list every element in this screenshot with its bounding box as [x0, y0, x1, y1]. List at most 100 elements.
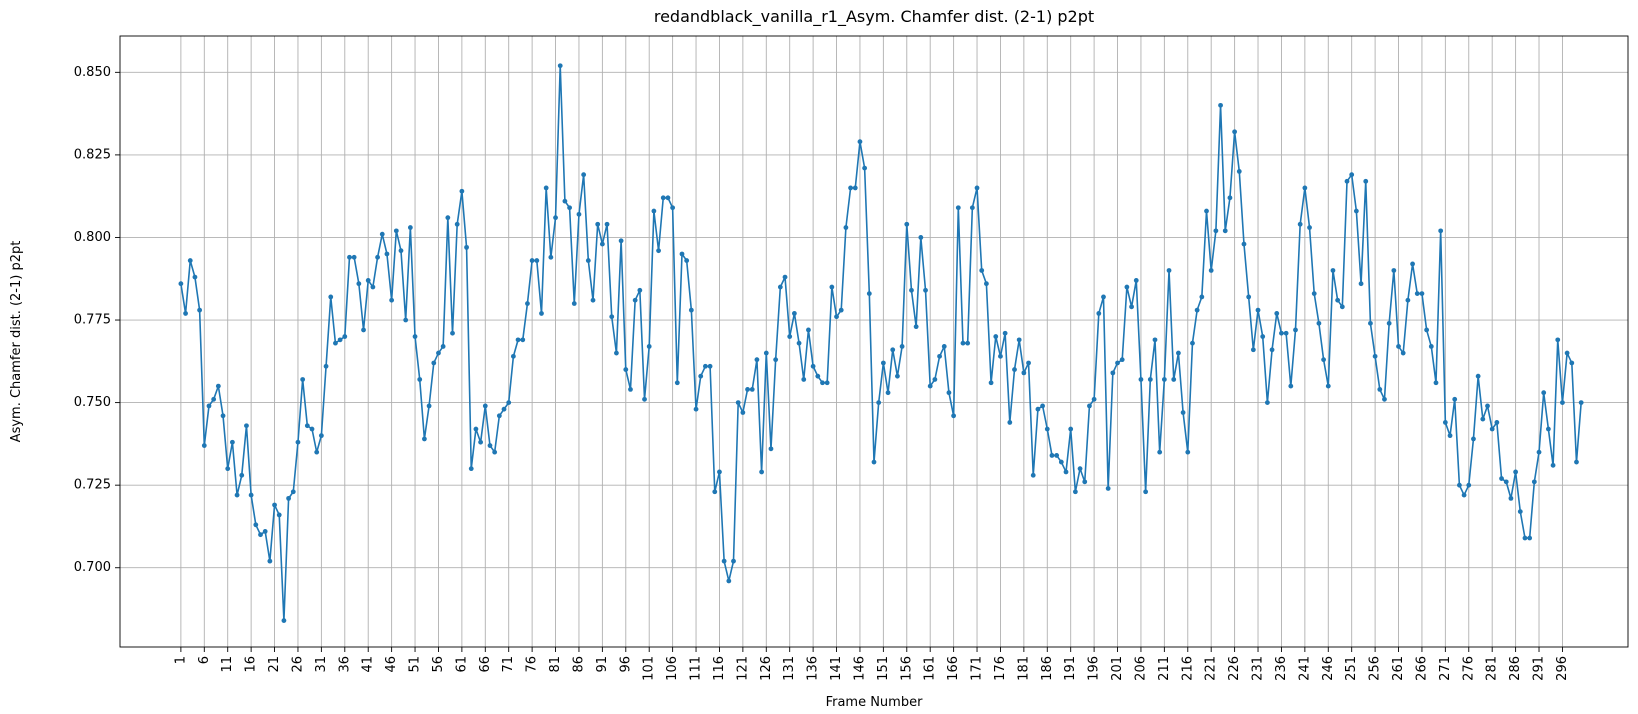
data-point: [206, 403, 212, 409]
data-point: [810, 363, 816, 369]
x-tick-label: 266: [1414, 656, 1429, 681]
data-point: [796, 340, 802, 346]
data-point: [637, 287, 643, 293]
data-point: [1110, 370, 1116, 376]
data-point: [1339, 304, 1345, 310]
x-tick-label: 246: [1321, 656, 1336, 681]
data-point: [1494, 420, 1500, 425]
data-point: [768, 446, 774, 452]
data-point: [1466, 482, 1472, 488]
x-tick-label: 231: [1251, 656, 1266, 681]
data-point: [398, 248, 404, 254]
data-point: [1485, 403, 1490, 409]
data-point: [1480, 416, 1486, 422]
data-point: [1293, 327, 1298, 333]
data-point: [342, 334, 348, 339]
data-point: [1077, 466, 1083, 472]
data-point: [1377, 386, 1383, 392]
x-tick-label: 81: [548, 656, 563, 673]
data-point: [492, 449, 498, 455]
x-tick-label: 36: [337, 656, 352, 673]
data-point: [679, 251, 685, 257]
data-point: [1424, 327, 1430, 333]
data-point: [468, 466, 474, 472]
x-tick-label: 31: [314, 656, 329, 673]
data-point: [1161, 377, 1167, 382]
data-point: [276, 512, 282, 518]
x-tick-label: 76: [525, 656, 540, 673]
data-point: [1316, 320, 1322, 326]
data-point: [965, 340, 971, 346]
data-point: [501, 406, 507, 412]
data-point: [599, 241, 605, 247]
data-point: [351, 254, 357, 260]
data-point: [1513, 469, 1518, 475]
data-point: [1138, 377, 1144, 382]
x-tick-label: 141: [829, 656, 844, 681]
data-point: [759, 469, 764, 475]
plot-frame: [119, 35, 1629, 648]
data-point: [1232, 129, 1238, 135]
data-point: [1274, 311, 1280, 316]
x-tick-label: 276: [1461, 656, 1476, 681]
data-point: [1428, 344, 1434, 349]
data-point: [183, 311, 188, 316]
data-point: [323, 363, 329, 369]
data-point: [525, 301, 530, 306]
data-point: [1527, 535, 1533, 541]
data-point: [1250, 347, 1256, 353]
data-point: [543, 185, 549, 191]
data-point: [614, 350, 619, 356]
data-point: [656, 248, 661, 254]
x-tick-label: 11: [220, 656, 235, 673]
data-point: [1335, 297, 1341, 303]
y-tick-label: 0.800: [74, 230, 111, 245]
x-tick-label: 56: [431, 656, 446, 673]
data-point: [1012, 367, 1017, 372]
data-point: [1180, 410, 1186, 415]
x-tick-label: 131: [782, 656, 797, 681]
data-point: [937, 353, 942, 359]
data-point: [1414, 291, 1420, 297]
data-point: [272, 502, 277, 508]
data-point: [1353, 208, 1359, 214]
data-point: [1560, 400, 1565, 405]
data-point: [1044, 426, 1050, 432]
data-point: [909, 287, 914, 293]
data-point: [829, 284, 835, 290]
data-point: [1096, 311, 1102, 316]
data-point: [576, 211, 582, 217]
data-point: [1241, 241, 1247, 247]
data-point: [749, 386, 755, 392]
data-point: [1447, 433, 1453, 439]
data-point: [431, 360, 437, 366]
data-point: [459, 188, 465, 194]
data-point: [651, 208, 657, 214]
data-point: [843, 225, 849, 230]
data-point: [1321, 357, 1326, 363]
data-point: [740, 410, 746, 415]
data-point: [618, 238, 624, 244]
data-point: [717, 469, 722, 475]
data-point: [1124, 284, 1130, 290]
x-tick-label: 176: [993, 656, 1008, 681]
x-tick-label: 186: [1040, 656, 1055, 681]
data-point: [1279, 330, 1284, 336]
data-point: [1119, 357, 1125, 363]
data-point: [1391, 268, 1397, 273]
data-point: [1026, 360, 1031, 366]
data-point: [496, 413, 502, 419]
data-point: [670, 205, 676, 211]
x-tick-label: 226: [1227, 656, 1242, 681]
data-point: [515, 337, 521, 343]
x-tick-label: 21: [267, 656, 282, 673]
data-point: [642, 396, 647, 402]
data-point: [192, 274, 198, 280]
data-point: [450, 330, 455, 336]
data-point: [1157, 449, 1163, 455]
data-point: [1264, 400, 1270, 405]
data-point: [693, 406, 699, 412]
data-point: [1344, 178, 1350, 184]
x-tick-label: 146: [852, 656, 867, 681]
